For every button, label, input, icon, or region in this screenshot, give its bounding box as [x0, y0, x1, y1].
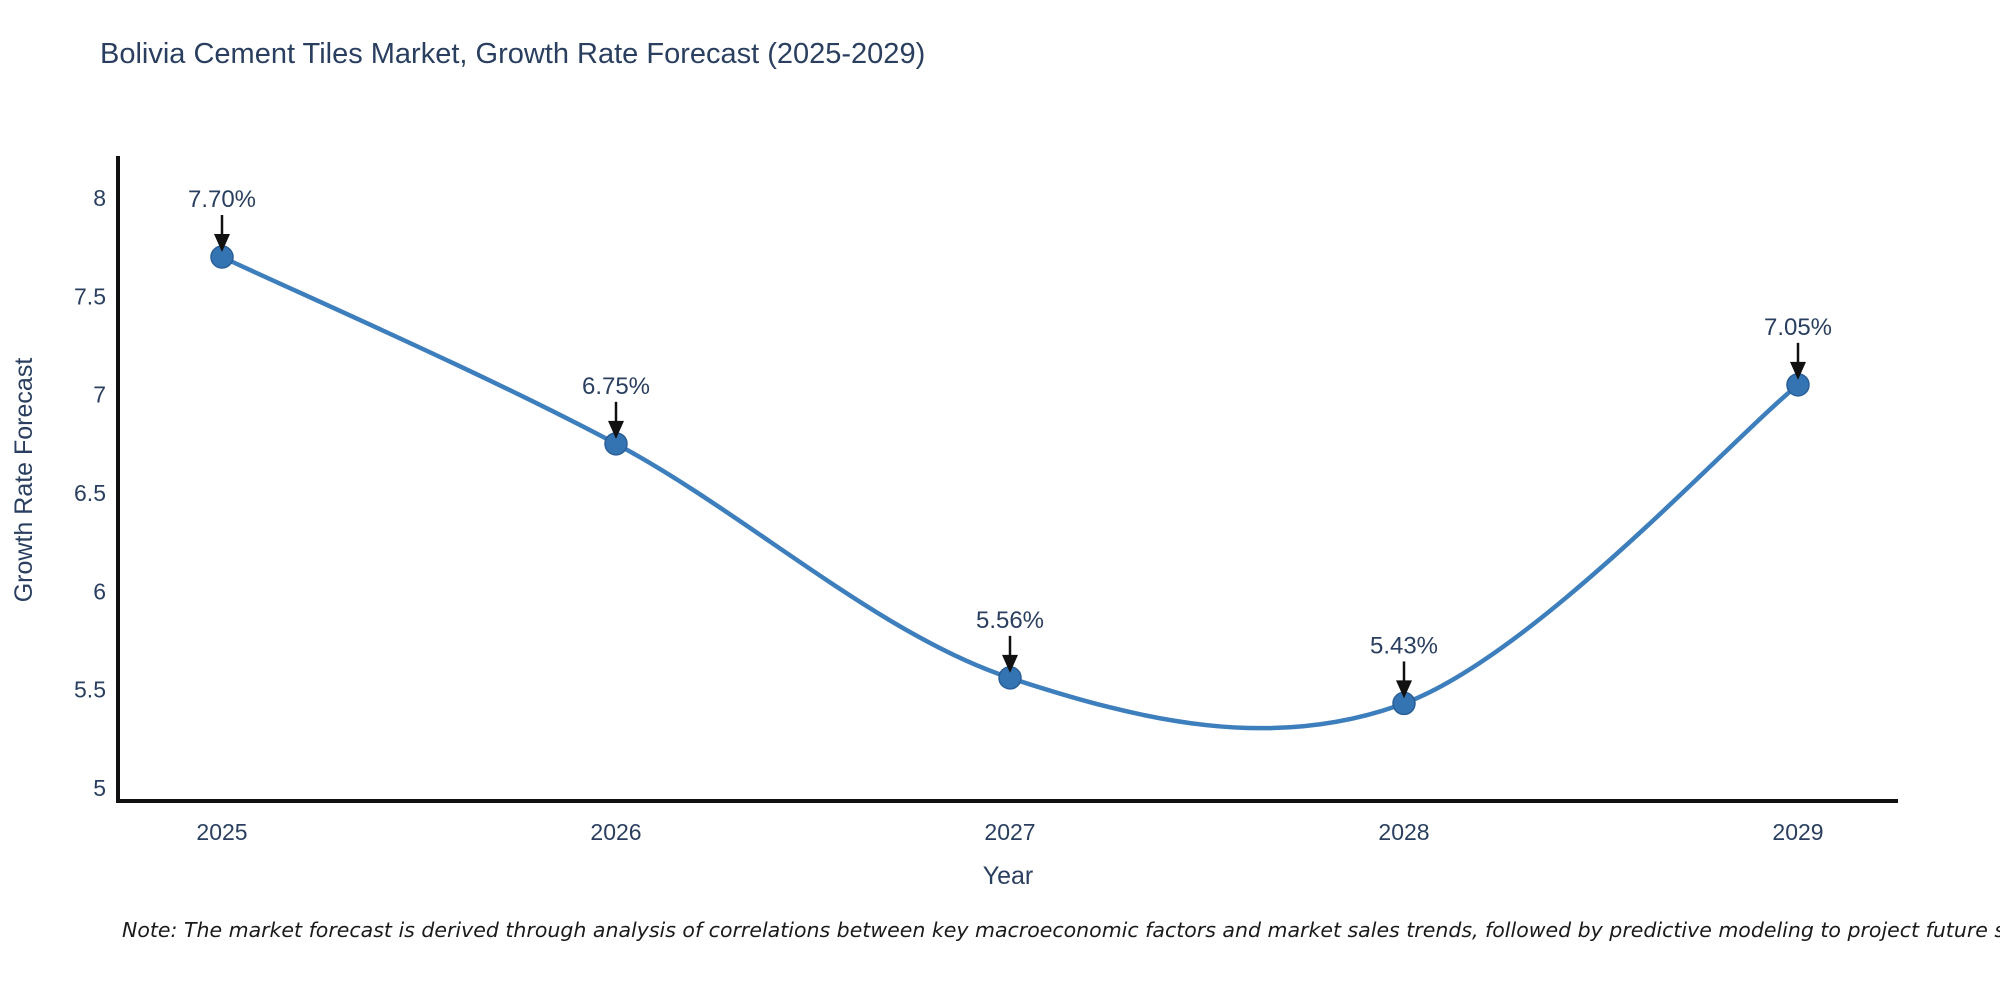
y-tick-label: 6.5 [74, 480, 106, 506]
point-value-label: 5.56% [976, 607, 1044, 634]
y-tick-label: 8 [93, 185, 106, 211]
series-growth-rate [210, 245, 1810, 731]
chart-title: Bolivia Cement Tiles Market, Growth Rate… [100, 38, 926, 70]
y-axis-title: Growth Rate Forecast [10, 358, 38, 603]
annotation-arrow-head [214, 234, 230, 252]
x-axis-title: Year [983, 862, 1034, 890]
footnote: Note: The market forecast is derived thr… [122, 918, 2000, 942]
annotation-arrow-head [1396, 680, 1412, 699]
y-tick-label: 7 [93, 382, 106, 408]
y-tick-label: 7.5 [74, 283, 106, 309]
annotation-arrow-head [608, 420, 624, 439]
x-tick-label: 2026 [590, 819, 641, 845]
point-value-label: 7.05% [1764, 314, 1832, 341]
point-value-label: 6.75% [582, 373, 650, 400]
annotation-arrow-head [1790, 361, 1806, 380]
y-tick-label: 5.5 [74, 677, 106, 703]
annotation-arrow-head [1002, 654, 1018, 673]
point-value-label: 5.43% [1370, 632, 1438, 659]
y-tick-label: 5 [93, 775, 106, 801]
x-tick-label: 2025 [196, 819, 247, 845]
point-value-label: 7.70% [188, 186, 256, 213]
x-tick-label: 2029 [1772, 819, 1823, 845]
tick-labels: 5 5.5 6 6.5 7 7.5 8 2025 2026 2027 2028 2029 [74, 185, 1824, 845]
point-annotations: 7.70% 6.75% 5.56% 5.43% 7.05% [188, 186, 1832, 699]
x-tick-label: 2027 [984, 819, 1035, 845]
y-tick-label: 6 [93, 578, 106, 604]
x-tick-label: 2028 [1378, 819, 1429, 845]
axes [116, 156, 1898, 803]
